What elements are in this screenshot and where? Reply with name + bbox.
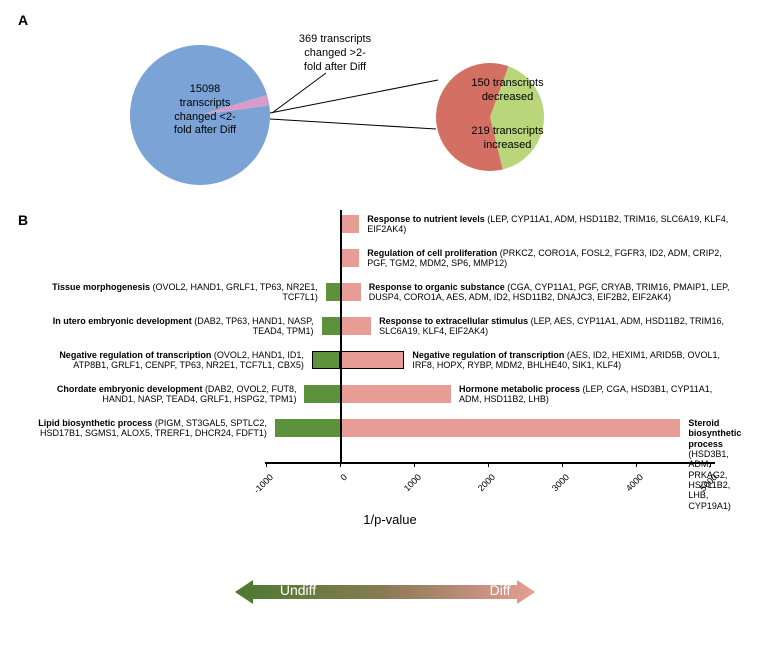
tick-mark (488, 462, 489, 467)
panel-a-label: A (18, 12, 28, 28)
tick-mark (340, 462, 341, 467)
row-label-right: Response to organic substance (CGA, CYP1… (369, 282, 730, 303)
tick-mark (562, 462, 563, 467)
undiff-label: Undiff (268, 582, 328, 598)
tick-mark (636, 462, 637, 467)
axis-title: 1/p-value (310, 512, 470, 527)
tick-mark (414, 462, 415, 467)
wedge-label: 369 transcriptschanged >2-fold after Dif… (285, 33, 385, 74)
tick-label: 5000 (684, 472, 719, 507)
row-label-left: Tissue morphogenesis (OVOL2, HAND1, GRLF… (30, 282, 318, 303)
tick-label: 2000 (462, 472, 497, 507)
small-pie-top-label: 150 transcriptsdecreased (460, 77, 555, 105)
panel-a: 15098transcriptschanged <2-fold after Di… (90, 25, 660, 195)
tick-label: 4000 (610, 472, 645, 507)
panel-b-label: B (18, 212, 28, 228)
row-label-right: Regulation of cell proliferation (PRKCZ,… (367, 248, 730, 269)
big-pie-label: 15098transcriptschanged <2-fold after Di… (160, 83, 250, 138)
row-label-right: Response to extracellular stimulus (LEP,… (379, 316, 730, 337)
row-label-left: Lipid biosynthetic process (PIGM, ST3GAL… (30, 418, 267, 439)
small-pie-bot-label: 219 transcriptsincreased (460, 125, 555, 153)
ticks-container: -1000 0 1000 2000 3000 4000 5000 (30, 462, 740, 512)
row-label-right: Response to nutrient levels (LEP, CYP11A… (367, 214, 730, 235)
row-label-left: Chordate embryonic development (DAB2, OV… (30, 384, 296, 405)
tick-label: -1000 (240, 472, 275, 507)
tick-label: 1000 (388, 472, 423, 507)
tick-label: 3000 (536, 472, 571, 507)
row-label-right: Hormone metabolic process (LEP, CGA, HSD… (459, 384, 730, 405)
row-label-left: In utero embryonic development (DAB2, TP… (30, 316, 314, 337)
row-label-right: Negative regulation of transcription (AE… (412, 350, 730, 371)
labels-container: Response to nutrient levels (LEP, CYP11A… (30, 210, 740, 470)
tick-mark (710, 462, 711, 467)
diff-label: Diff (480, 582, 520, 598)
tick-mark (266, 462, 267, 467)
row-label-left: Negative regulation of transcription (OV… (30, 350, 304, 371)
y-axis (340, 210, 342, 462)
panel-b: Response to nutrient levels (LEP, CYP11A… (30, 210, 740, 540)
tick-label: 0 (314, 472, 349, 507)
